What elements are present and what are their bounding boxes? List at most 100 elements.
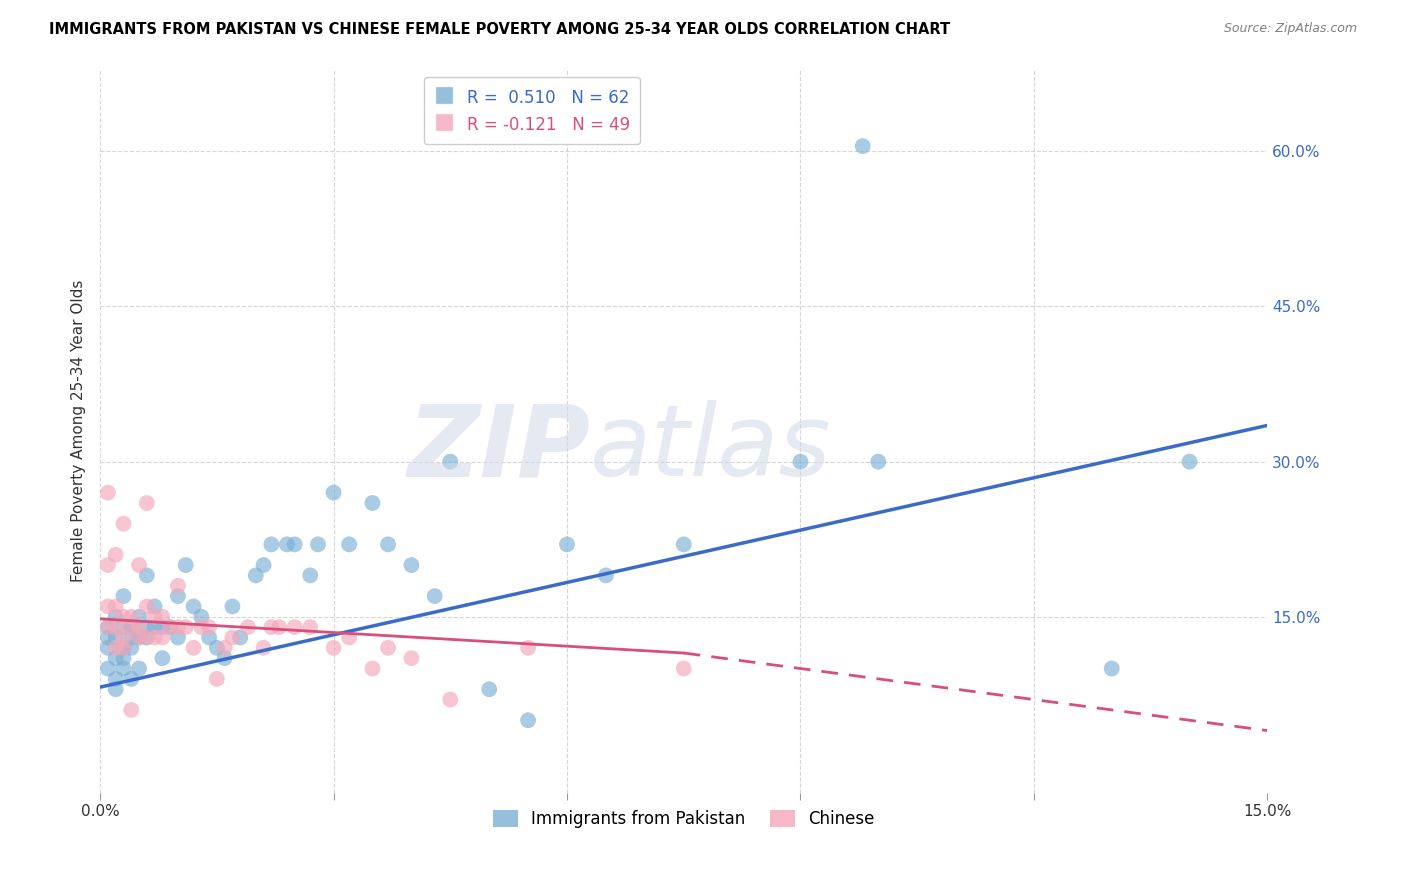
Point [214, 640, 236, 655]
Point [221, 631, 243, 645]
Point [135, 568, 157, 582]
Point [112, 661, 135, 675]
Point [112, 651, 135, 665]
Point [143, 599, 166, 614]
Point [120, 640, 142, 655]
Point [361, 496, 384, 510]
Point [97, 661, 120, 675]
Point [1178, 455, 1201, 469]
Point [322, 640, 344, 655]
Point [852, 139, 875, 153]
Point [97, 558, 120, 572]
Point [112, 640, 135, 655]
Point [128, 661, 150, 675]
Point [1101, 661, 1123, 675]
Point [377, 537, 399, 551]
Point [276, 537, 298, 551]
Point [104, 609, 127, 624]
Point [120, 672, 142, 686]
Point [439, 455, 461, 469]
Point [128, 609, 150, 624]
Point [789, 455, 811, 469]
Point [205, 672, 228, 686]
Text: atlas: atlas [591, 401, 832, 497]
Point [143, 620, 166, 634]
Point [128, 620, 150, 634]
Point [112, 640, 135, 655]
Point [97, 599, 120, 614]
Point [190, 609, 212, 624]
Point [214, 651, 236, 665]
Point [517, 640, 540, 655]
Point [120, 609, 142, 624]
Point [252, 640, 274, 655]
Point [260, 537, 283, 551]
Point [183, 640, 205, 655]
Point [135, 620, 157, 634]
Point [104, 651, 127, 665]
Point [135, 496, 157, 510]
Point [167, 579, 190, 593]
Point [245, 568, 267, 582]
Point [143, 631, 166, 645]
Point [97, 640, 120, 655]
Text: Source: ZipAtlas.com: Source: ZipAtlas.com [1223, 22, 1357, 36]
Point [167, 589, 190, 603]
Point [555, 537, 578, 551]
Legend: Immigrants from Pakistan, Chinese: Immigrants from Pakistan, Chinese [486, 804, 882, 835]
Point [104, 548, 127, 562]
Point [159, 620, 181, 634]
Point [104, 631, 127, 645]
Point [174, 558, 197, 572]
Point [143, 609, 166, 624]
Point [337, 537, 360, 551]
Point [183, 599, 205, 614]
Point [377, 640, 399, 655]
Point [260, 620, 283, 634]
Point [284, 620, 307, 634]
Point [112, 589, 135, 603]
Point [112, 609, 135, 624]
Point [269, 620, 291, 634]
Point [236, 620, 259, 634]
Point [150, 631, 173, 645]
Point [174, 620, 197, 634]
Point [150, 651, 173, 665]
Point [595, 568, 617, 582]
Point [198, 620, 221, 634]
Point [322, 485, 344, 500]
Point [112, 516, 135, 531]
Point [150, 620, 173, 634]
Point [401, 651, 423, 665]
Point [337, 631, 360, 645]
Point [299, 620, 322, 634]
Point [135, 599, 157, 614]
Point [104, 620, 127, 634]
Point [423, 589, 446, 603]
Point [401, 558, 423, 572]
Point [135, 631, 157, 645]
Point [104, 640, 127, 655]
Point [167, 631, 190, 645]
Point [112, 631, 135, 645]
Point [120, 703, 142, 717]
Point [112, 620, 135, 634]
Point [517, 713, 540, 727]
Point [120, 620, 142, 634]
Point [135, 631, 157, 645]
Point [198, 631, 221, 645]
Y-axis label: Female Poverty Among 25-34 Year Olds: Female Poverty Among 25-34 Year Olds [72, 279, 86, 582]
Point [159, 620, 181, 634]
Point [97, 620, 120, 634]
Point [284, 537, 307, 551]
Point [868, 455, 890, 469]
Point [205, 640, 228, 655]
Point [120, 631, 142, 645]
Point [672, 537, 695, 551]
Point [128, 631, 150, 645]
Point [221, 599, 243, 614]
Point [128, 631, 150, 645]
Point [97, 485, 120, 500]
Point [104, 599, 127, 614]
Point [190, 620, 212, 634]
